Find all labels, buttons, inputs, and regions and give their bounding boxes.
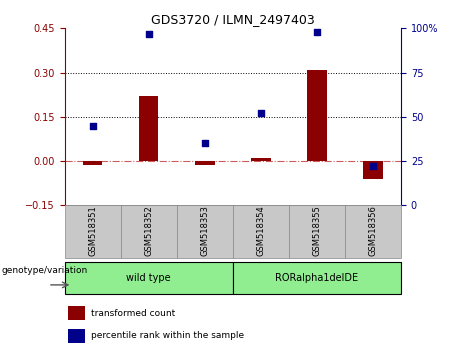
Bar [345,205,401,258]
Bar [83,161,102,165]
Text: percentile rank within the sample: percentile rank within the sample [91,331,245,341]
Point [257,110,265,116]
Text: wild type: wild type [126,273,171,283]
Bar [307,70,327,161]
Bar [233,205,289,258]
Text: GSM518353: GSM518353 [200,205,209,256]
Text: GSM518354: GSM518354 [256,205,266,256]
Bar [195,161,214,165]
Point [369,164,377,169]
Bar [289,205,345,258]
Bar [139,96,159,161]
Title: GDS3720 / ILMN_2497403: GDS3720 / ILMN_2497403 [151,13,315,26]
Bar [121,205,177,258]
Bar [65,205,121,258]
Point [201,141,208,146]
Point [89,123,96,129]
Text: GSM518356: GSM518356 [368,205,378,256]
Point [313,29,321,35]
Bar [68,329,85,343]
Bar [68,306,85,320]
Text: transformed count: transformed count [91,309,176,318]
Bar [233,262,401,294]
Point [145,31,152,36]
Bar [65,262,233,294]
Text: GSM518352: GSM518352 [144,205,153,256]
Bar [177,205,233,258]
Text: RORalpha1delDE: RORalpha1delDE [275,273,359,283]
Text: GSM518355: GSM518355 [313,205,321,256]
Bar [251,158,271,161]
Text: genotype/variation: genotype/variation [1,266,88,275]
Bar [363,161,383,179]
Text: GSM518351: GSM518351 [88,205,97,256]
